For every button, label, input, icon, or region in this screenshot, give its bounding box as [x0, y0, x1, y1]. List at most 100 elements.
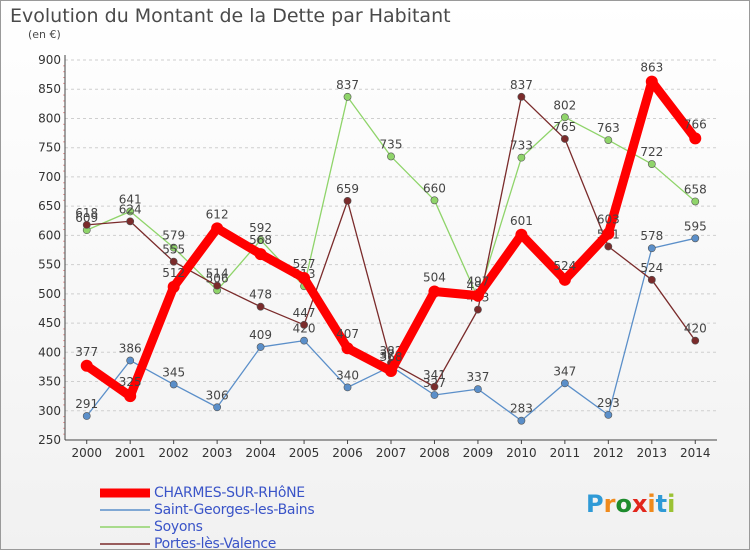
- y-minor-tick: [63, 135, 65, 137]
- data-point: [126, 217, 135, 226]
- y-minor-tick: [63, 310, 65, 312]
- data-point: [126, 356, 135, 365]
- legend-label-charmes: CHARMES-SUR-RHôNE: [154, 484, 305, 501]
- y-minor-tick: [63, 65, 65, 67]
- y-minor-tick: [63, 106, 65, 108]
- y-minor-tick: [63, 217, 65, 219]
- data-point: [691, 234, 700, 243]
- legend-item-portes: Portes-lès-Valence: [100, 535, 314, 552]
- data-point: [471, 289, 484, 302]
- data-label: 658: [684, 182, 707, 196]
- y-tick-label: 400: [38, 345, 61, 359]
- data-point: [430, 196, 439, 205]
- data-label: 660: [423, 181, 446, 195]
- y-tick-label: 500: [38, 287, 61, 301]
- x-tick-label: 2008: [419, 446, 450, 460]
- y-minor-tick: [63, 386, 65, 388]
- y-tick-label: 300: [38, 404, 61, 418]
- data-point: [300, 336, 308, 345]
- data-point: [691, 336, 700, 345]
- data-label: 306: [206, 388, 229, 402]
- data-label: 377: [75, 345, 98, 359]
- y-tick-label: 800: [38, 111, 61, 125]
- data-point: [558, 273, 571, 286]
- y-tick-label: 850: [38, 82, 61, 96]
- y-tick-label: 900: [38, 53, 61, 67]
- y-minor-tick: [63, 141, 65, 143]
- y-minor-tick: [63, 229, 65, 231]
- y-minor-tick: [63, 199, 65, 201]
- data-point: [474, 305, 482, 314]
- data-point: [82, 220, 91, 229]
- x-tick-label: 2000: [71, 446, 102, 460]
- data-label: 347: [553, 364, 576, 378]
- data-label: 837: [510, 78, 533, 92]
- y-minor-tick: [63, 246, 65, 248]
- y-minor-tick: [63, 275, 65, 277]
- y-tick-label: 700: [38, 170, 61, 184]
- y-tick-label: 600: [38, 228, 61, 242]
- y-minor-tick: [63, 433, 65, 435]
- data-point: [647, 244, 656, 253]
- data-point: [256, 343, 265, 351]
- x-tick-label: 2006: [332, 446, 363, 460]
- data-label: 524: [553, 259, 576, 273]
- data-point: [213, 281, 222, 290]
- y-minor-tick: [63, 82, 65, 84]
- x-tick-label: 2011: [550, 446, 581, 460]
- y-minor-tick: [63, 421, 65, 423]
- data-label: 624: [119, 202, 142, 216]
- data-label: 337: [466, 370, 489, 384]
- data-point: [560, 379, 569, 388]
- y-tick-label: 550: [38, 258, 61, 272]
- legend-swatch-saint-georges: [100, 508, 150, 511]
- data-point: [560, 135, 569, 143]
- y-minor-tick: [63, 404, 65, 406]
- y-minor-tick: [63, 287, 65, 289]
- y-minor-tick: [63, 211, 65, 213]
- data-point: [474, 385, 482, 394]
- data-label: 579: [162, 229, 185, 243]
- y-minor-tick: [63, 345, 65, 347]
- data-label: 592: [249, 221, 272, 235]
- data-label: 766: [684, 117, 707, 131]
- data-label: 555: [162, 243, 185, 257]
- y-minor-tick: [63, 398, 65, 400]
- legend-item-saint-georges: Saint-Georges-les-Bains: [100, 501, 315, 518]
- y-minor-tick: [63, 77, 65, 79]
- data-label: 595: [684, 219, 707, 233]
- data-label: 733: [510, 139, 533, 153]
- y-minor-tick: [63, 369, 65, 371]
- data-point: [300, 320, 308, 329]
- data-point: [298, 272, 311, 285]
- data-label: 837: [336, 78, 359, 92]
- x-tick-label: 2002: [158, 446, 189, 460]
- chart-subtitle: (en €): [28, 28, 61, 41]
- y-tick-label: 250: [38, 433, 61, 447]
- data-label: 340: [336, 368, 359, 382]
- legend-item-charmes: CHARMES-SUR-RHôNE: [100, 484, 314, 501]
- y-minor-tick: [63, 112, 65, 114]
- data-label: 497: [466, 275, 489, 289]
- data-point: [604, 242, 613, 251]
- y-tick-label: 750: [38, 141, 61, 155]
- data-point: [256, 236, 265, 244]
- data-point: [645, 75, 658, 88]
- data-point: [343, 196, 352, 205]
- logo-letter: o: [615, 490, 632, 518]
- y-minor-tick: [63, 223, 65, 225]
- y-minor-tick: [63, 164, 65, 166]
- data-label: 601: [510, 214, 533, 228]
- data-label: 603: [597, 213, 620, 227]
- data-label: 407: [336, 327, 359, 341]
- data-point: [560, 113, 569, 122]
- legend-label-saint-georges: Saint-Georges-les-Bains: [154, 501, 315, 518]
- data-point: [604, 136, 613, 144]
- data-label: 527: [293, 257, 316, 271]
- y-minor-tick: [63, 340, 65, 342]
- data-label: 641: [119, 192, 142, 206]
- data-point: [604, 410, 613, 419]
- data-point: [167, 280, 180, 293]
